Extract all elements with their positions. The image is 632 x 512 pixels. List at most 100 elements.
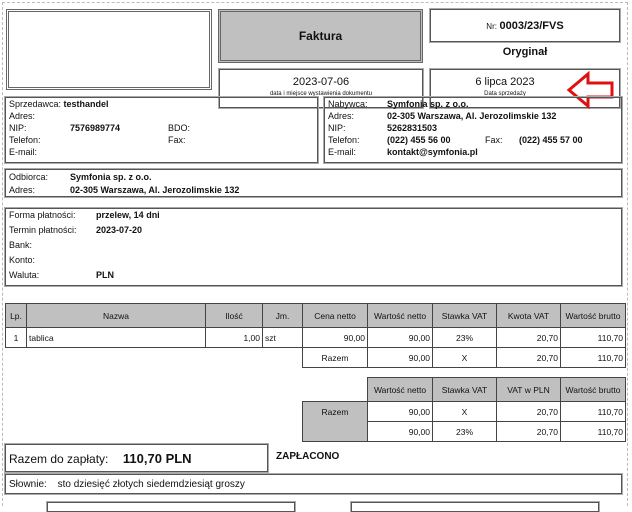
vat-column-header: Wartość brutto <box>560 377 626 402</box>
payment-box: Forma płatności: przelew, 14 dni Termin … <box>5 208 622 286</box>
seller-box: Sprzedawca: testhandel Adres: NIP: 75769… <box>5 97 318 163</box>
payment-due: 2023-07-20 <box>96 225 143 235</box>
vat-column-header: Wartość netto <box>367 377 433 402</box>
table-cell: 20,70 <box>496 327 561 348</box>
column-header: Jm. <box>262 303 303 328</box>
buyer-email: kontakt@symfonia.pl <box>387 147 478 157</box>
buyer-address-label: Adres: <box>328 111 355 121</box>
vat-razem-label: Razem <box>302 401 368 422</box>
table-cell: 1,00 <box>205 327 263 348</box>
amount-in-words-box: Słownie: sto dziesięć złotych siedemdzie… <box>5 474 622 494</box>
table-cell: 23% <box>432 421 497 442</box>
payment-method: przelew, 14 dni <box>96 210 160 220</box>
seller-fax-label: Fax: <box>168 135 186 145</box>
bank-label: Bank: <box>9 240 33 250</box>
recipient-address-label: Adres: <box>9 185 36 195</box>
seller-email-label: E-mail: <box>9 147 38 157</box>
total-net: 90,00 <box>367 347 433 368</box>
table-cell: 110,70 <box>560 327 626 348</box>
items-total-row: Razem 90,00 X 20,70 110,70 <box>6 347 626 368</box>
signature-box-right <box>351 502 599 512</box>
sale-date: 6 lipca 2023 <box>475 76 535 88</box>
table-cell: 90,00 <box>367 327 433 348</box>
column-header: Wartość netto <box>367 303 433 328</box>
column-header: Nazwa <box>26 303 206 328</box>
table-cell: 90,00 <box>367 401 433 422</box>
column-header: Lp. <box>5 303 27 328</box>
table-row: Razem 90,00 X 20,70 110,70 <box>302 401 626 422</box>
total-due-value: 110,70 PLN <box>122 451 192 466</box>
table-cell: X <box>432 401 497 422</box>
seller-phone-label: Telefon: <box>9 135 41 145</box>
table-cell: 23% <box>432 327 497 348</box>
issue-date-box: 2023-07-06 data i miejsce wystawienia do… <box>219 69 423 108</box>
logo-box <box>6 9 212 90</box>
table-row: 1 tablica 1,00 szt 90,00 90,00 23% 20,70 110,70 <box>5 327 626 348</box>
seller-bdo-label: BDO: <box>168 123 191 133</box>
recipient-name: Symfonia sp. z o.o. <box>70 172 152 182</box>
table-cell: 90,00 <box>367 421 433 442</box>
total-gross: 110,70 <box>560 347 626 368</box>
currency-label: Waluta: <box>9 270 40 280</box>
red-arrow-icon <box>566 70 614 110</box>
recipient-address: 02-305 Warszawa, Al. Jerozolimskie 132 <box>70 185 240 195</box>
table-cell: tablica <box>26 327 206 348</box>
column-header: Cena netto <box>302 303 368 328</box>
document-title: Faktura <box>218 9 423 63</box>
buyer-phone-label: Telefon: <box>328 135 360 145</box>
table-cell: 1 <box>5 327 27 348</box>
buyer-box: Nabywca: Symfonia sp. z o.o. Adres: 02-3… <box>324 97 622 163</box>
column-header: Wartość brutto <box>560 303 626 328</box>
table-cell: 20,70 <box>496 421 561 442</box>
seller-name: testhandel <box>63 99 109 109</box>
payment-method-label: Forma płatności: <box>9 210 76 220</box>
column-header: Stawka VAT <box>432 303 497 328</box>
total-rate: X <box>432 347 497 368</box>
total-due-box: Razem do zapłaty: 110,70 PLN <box>5 444 268 472</box>
signature-box-left <box>47 502 295 512</box>
buyer-label: Nabywca: <box>328 99 368 109</box>
buyer-nip: 5262831503 <box>387 123 438 133</box>
table-cell: 110,70 <box>560 421 626 442</box>
issue-caption: data i miejsce wystawienia dokumentu <box>269 91 373 97</box>
payment-due-label: Termin płatności: <box>9 225 77 235</box>
seller-address-label: Adres: <box>9 111 36 121</box>
words-label: Słownie: <box>9 479 47 490</box>
table-cell: 90,00 <box>302 327 368 348</box>
vat-column-header: Stawka VAT <box>432 377 497 402</box>
total-due-label: Razem do zapłaty: <box>9 452 109 466</box>
buyer-name: Symfonia sp. z o.o. <box>387 99 469 109</box>
total-label: Razem <box>302 347 368 368</box>
table-cell: 110,70 <box>560 401 626 422</box>
buyer-email-label: E-mail: <box>328 147 357 157</box>
buyer-nip-label: NIP: <box>328 123 346 133</box>
vat-summary-table: Wartość netto Stawka VAT VAT w PLN Wartość … <box>302 377 626 442</box>
invoice-page <box>2 2 628 506</box>
paid-status: ZAPŁACONO <box>276 451 340 462</box>
sale-date-box: 6 lipca 2023 Data sprzedaży <box>430 69 620 108</box>
buyer-address: 02-305 Warszawa, Al. Jerozolimskie 132 <box>387 111 557 121</box>
buyer-fax-label: Fax: <box>485 135 503 145</box>
issue-date: 2023-07-06 <box>292 76 350 88</box>
vat-column-header: VAT w PLN <box>496 377 561 402</box>
items-table: Lp. Nazwa Ilość Jm. Cena netto Wartość netto S… <box>5 303 626 368</box>
column-header: Ilość <box>205 303 263 328</box>
copy-label: Oryginał <box>502 46 548 58</box>
seller-nip-label: NIP: <box>9 123 27 133</box>
table-cell: 20,70 <box>496 401 561 422</box>
recipient-label: Odbiorca: <box>9 172 49 182</box>
amount-in-words: sto dziesięć złotych siedemdziesiąt gros… <box>57 479 245 490</box>
table-cell: szt <box>262 327 303 348</box>
invoice-number: Nr: 0003/23/FVS <box>430 9 620 42</box>
currency: PLN <box>96 270 114 280</box>
seller-nip: 7576989774 <box>70 123 121 133</box>
table-row: 90,00 23% 20,70 110,70 <box>302 421 626 442</box>
buyer-phone: (022) 455 56 00 <box>387 135 451 145</box>
nr-label: Nr: <box>486 22 497 31</box>
total-vat: 20,70 <box>496 347 561 368</box>
buyer-fax: (022) 455 57 00 <box>519 135 583 145</box>
account-label: Konto: <box>9 255 36 265</box>
sale-caption: Data sprzedaży <box>484 91 526 97</box>
seller-label: Sprzedawca: <box>9 99 62 109</box>
items-header-row: Lp. Nazwa Ilość Jm. Cena netto Wartość netto S… <box>5 303 626 328</box>
